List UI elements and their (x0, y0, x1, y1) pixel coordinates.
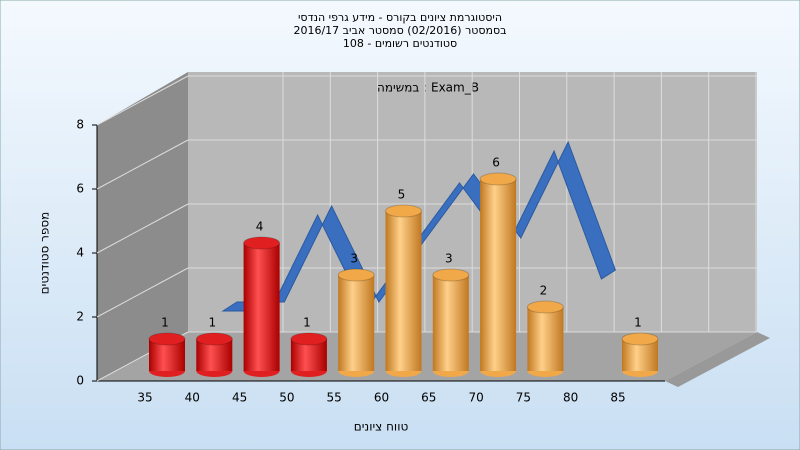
grid-line (96, 267, 189, 318)
x-tick-label: 60 (374, 391, 389, 405)
bar-top (290, 332, 328, 346)
x-tick-label: 65 (421, 391, 436, 405)
bar-top (621, 332, 659, 346)
bar (432, 275, 469, 371)
value-label: 1 (303, 316, 311, 330)
x-tick-label: 40 (185, 391, 200, 405)
value-label: 3 (350, 252, 358, 266)
bar-top (385, 204, 422, 218)
bar (243, 243, 280, 371)
y-tick-label: 4 (76, 246, 84, 260)
annotation: במשימה : Exam_B (377, 81, 479, 95)
y-tick-label: 6 (76, 182, 84, 196)
x-tick-label: 55 (327, 391, 342, 405)
left-wall (97, 72, 188, 381)
value-label: 1 (634, 316, 642, 330)
value-label: 6 (492, 156, 500, 170)
title-line: היסטוגרמת ציונים בקורס - מידע גרפי הנדסי (298, 11, 502, 24)
bar-top (479, 172, 517, 186)
bar-top (195, 332, 233, 346)
value-label: 2 (540, 284, 548, 298)
y-tick-label: 2 (76, 310, 84, 324)
value-label: 1 (208, 316, 216, 330)
y-tick-label: 8 (76, 118, 84, 132)
x-tick-label: 80 (563, 391, 578, 405)
x-tick-label: 85 (610, 391, 625, 405)
floor-edge (665, 332, 770, 387)
grid-line (96, 139, 189, 190)
value-label: 1 (161, 316, 169, 330)
value-label: 3 (445, 252, 453, 266)
value-label: 4 (256, 220, 264, 234)
y-tick-label: 0 (76, 374, 84, 388)
bar (385, 211, 422, 371)
bar (480, 179, 517, 371)
x-tick-label: 45 (232, 391, 247, 405)
x-tick-label: 35 (137, 391, 152, 405)
x-axis-label: טווח ציונים (354, 420, 409, 434)
x-tick-label: 75 (516, 391, 531, 405)
line-ribbon (221, 140, 617, 312)
title-line: בסמסטר (02/2016) סמסטר אביב 2016/17 (293, 24, 506, 37)
bar (338, 275, 375, 371)
bar-top (243, 236, 281, 250)
grid-line (96, 203, 189, 254)
bar (527, 307, 564, 371)
bar-top (432, 268, 470, 282)
x-tick-label: 70 (468, 391, 483, 405)
bar-top (337, 268, 375, 282)
bar-top (526, 300, 564, 314)
y-axis-label: מספר סטודנטים (38, 212, 52, 295)
x-tick-label: 50 (279, 391, 294, 405)
value-label: 5 (398, 188, 406, 202)
bar-top (148, 332, 186, 346)
title-line: סטודנטים רשומים - 108 (343, 37, 457, 50)
grid-line (96, 75, 189, 126)
